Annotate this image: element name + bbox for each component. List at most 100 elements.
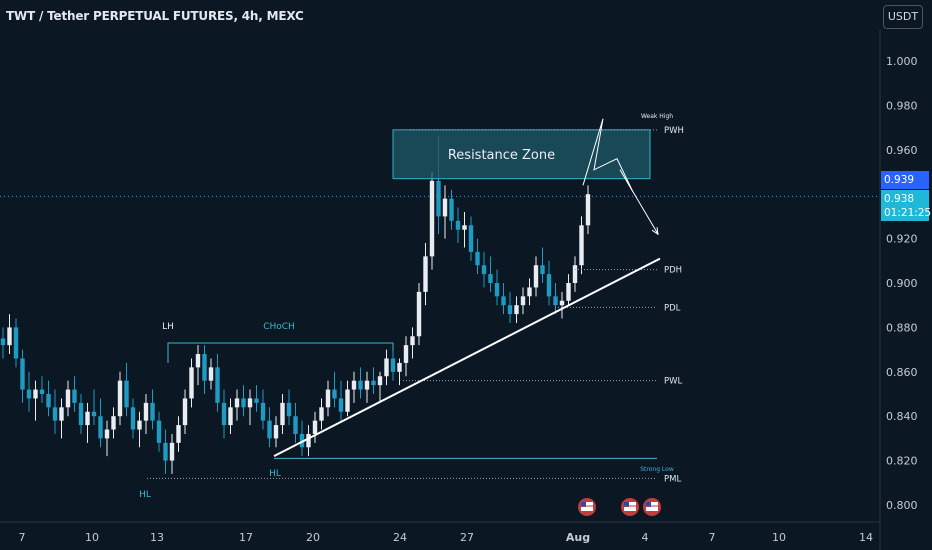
candle-body — [59, 407, 64, 421]
x-tick-label: 13 — [150, 531, 164, 544]
x-tick-label: 10 — [772, 531, 786, 544]
candle-body — [319, 407, 324, 421]
candle-body — [514, 305, 519, 315]
candle-body — [371, 380, 376, 386]
x-tick-label: 24 — [393, 531, 407, 544]
candle-body — [507, 305, 513, 315]
y-tick-label: 0.880 — [886, 321, 918, 334]
x-tick-label: 4 — [642, 531, 649, 544]
y-tick-label: 0.900 — [886, 277, 918, 290]
x-tick-label: 17 — [239, 531, 253, 544]
candle-body — [442, 198, 448, 217]
candle-body — [338, 398, 344, 412]
x-tick-label: 7 — [709, 531, 716, 544]
currency-button[interactable]: USDT — [883, 5, 923, 29]
candle-body — [527, 287, 532, 297]
y-tick-label: 0.840 — [886, 410, 918, 423]
candle-body — [553, 296, 558, 306]
candle-body — [312, 420, 318, 434]
level-label: PML — [664, 474, 681, 484]
strong-low-label: Strong Low — [640, 466, 674, 473]
candle-body — [579, 225, 584, 266]
candle-body — [65, 389, 71, 408]
projection-path — [582, 118, 659, 235]
resistance-zone-label: Resistance Zone — [448, 148, 555, 163]
candle-body — [273, 425, 279, 439]
x-tick-label: 14 — [859, 531, 873, 544]
x-tick-label: 7 — [19, 531, 26, 544]
hl-label-left: HL — [139, 490, 151, 500]
candle-body — [78, 402, 84, 426]
candle-body — [403, 345, 409, 363]
resistance-zone — [392, 129, 651, 180]
candle-body — [566, 283, 571, 301]
candle-body — [130, 407, 136, 430]
candle-body — [345, 389, 350, 412]
candle-body — [254, 398, 259, 403]
candle-body — [280, 402, 285, 426]
x-tick-label: Aug — [566, 531, 590, 544]
candle-body — [520, 296, 526, 306]
candle-body — [533, 265, 539, 288]
price-scale-panel — [880, 0, 932, 550]
candle-body — [488, 274, 493, 283]
candle-body — [572, 265, 578, 283]
candle-body — [46, 394, 51, 408]
candle-body — [241, 398, 246, 408]
event-flag-icon — [643, 498, 661, 516]
candle-body — [117, 380, 123, 417]
candle-body — [585, 194, 591, 226]
candle-body — [364, 380, 370, 390]
candle-body — [72, 389, 77, 403]
event-flag-icon — [578, 498, 596, 516]
candle-body — [260, 402, 266, 421]
candle-body — [436, 180, 441, 217]
lh-structure-line — [167, 342, 394, 363]
candle-body — [195, 354, 201, 368]
candle-body — [52, 407, 58, 421]
candle-body — [189, 367, 194, 399]
candle-body — [7, 327, 12, 346]
candle-body — [228, 407, 233, 426]
bar-countdown: 01:21:25 — [884, 207, 932, 219]
candle-body — [306, 433, 311, 448]
candle-body — [202, 354, 207, 381]
x-tick-label: 10 — [85, 531, 99, 544]
candle-body — [13, 327, 19, 359]
candle-body — [215, 367, 220, 403]
candle-body — [33, 389, 38, 399]
candle-body — [501, 296, 506, 306]
candle-body — [267, 420, 272, 439]
chart-title: TWT / Tether PERPETUAL FUTURES, 4h, MEXC — [6, 9, 304, 23]
annotation-layer: Resistance Zone PWH PDH PDL PWL PML LH CHoCH HL H… — [139, 113, 684, 516]
event-flag-canton — [646, 502, 651, 507]
candle-body — [384, 358, 389, 377]
candle-body — [163, 442, 168, 461]
hl-label-right: HL — [269, 469, 281, 479]
candle-body — [286, 402, 292, 417]
x-tick-label: 27 — [460, 531, 474, 544]
last-price-tag: 0.939 — [881, 171, 929, 189]
current-price-tag: 0.938 01:21:25 — [881, 190, 932, 221]
candle-body — [397, 362, 402, 372]
candle-body — [462, 225, 467, 230]
weak-high-label: Weak High — [641, 113, 673, 120]
candle-body — [0, 338, 6, 346]
projection-arrowhead — [651, 227, 659, 236]
candle-body — [137, 420, 142, 430]
candle-body — [169, 442, 175, 461]
y-tick-label: 0.920 — [886, 233, 918, 246]
candle-body — [546, 274, 552, 297]
y-tick-label: 1.000 — [886, 55, 918, 68]
candle-body — [111, 416, 116, 430]
candle-body — [416, 291, 422, 337]
candle-body — [143, 402, 149, 421]
y-tick-label: 0.980 — [886, 99, 918, 112]
candle-body — [85, 411, 90, 426]
candle-body — [332, 389, 337, 399]
level-label: PDH — [664, 266, 682, 276]
candle-body — [559, 300, 565, 306]
event-flag-icon — [621, 498, 639, 516]
level-label: PDL — [664, 303, 681, 313]
